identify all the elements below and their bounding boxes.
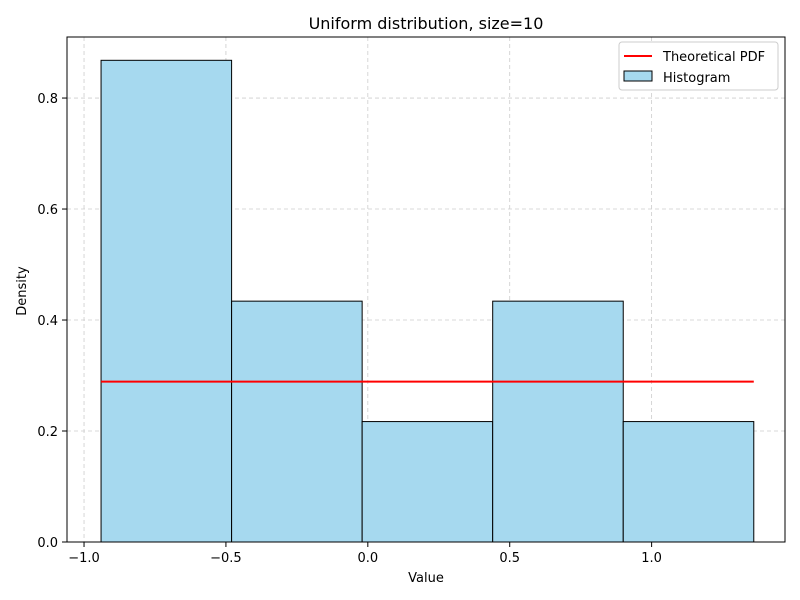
histogram-bars bbox=[100, 59, 755, 543]
x-tick-label: 0.0 bbox=[357, 551, 378, 566]
histogram-bar bbox=[231, 300, 363, 543]
x-axis-label: Value bbox=[408, 571, 444, 586]
y-tick-label: 0.0 bbox=[37, 536, 58, 551]
x-tick-label: 0.5 bbox=[499, 551, 520, 566]
plot-frame bbox=[66, 36, 786, 543]
x-tick-label: 1.0 bbox=[641, 551, 662, 566]
legend-histogram-label: Histogram bbox=[663, 71, 730, 86]
x-tick-label: −0.5 bbox=[210, 551, 242, 566]
histogram-bar bbox=[492, 300, 624, 543]
histogram-bar bbox=[100, 59, 233, 543]
y-axis-label: Density bbox=[15, 266, 30, 316]
y-tick-label: 0.2 bbox=[37, 425, 58, 440]
legend: Theoretical PDF Histogram bbox=[618, 41, 779, 91]
y-tick-label: 0.8 bbox=[37, 92, 58, 107]
histogram-bar bbox=[361, 421, 494, 543]
y-axis: 0.0 0.2 0.4 0.6 0.8 bbox=[37, 92, 67, 551]
legend-histogram-swatch bbox=[623, 70, 653, 82]
chart-title: Uniform distribution, size=10 bbox=[309, 14, 544, 33]
x-axis: −1.0 −0.5 0.0 0.5 1.0 bbox=[68, 542, 662, 566]
legend-box bbox=[618, 41, 779, 91]
y-tick-label: 0.4 bbox=[37, 314, 58, 329]
legend-pdf-label: Theoretical PDF bbox=[662, 50, 765, 65]
histogram-bar bbox=[622, 421, 755, 543]
x-tick-label: −1.0 bbox=[68, 551, 100, 566]
y-tick-label: 0.6 bbox=[37, 203, 58, 218]
